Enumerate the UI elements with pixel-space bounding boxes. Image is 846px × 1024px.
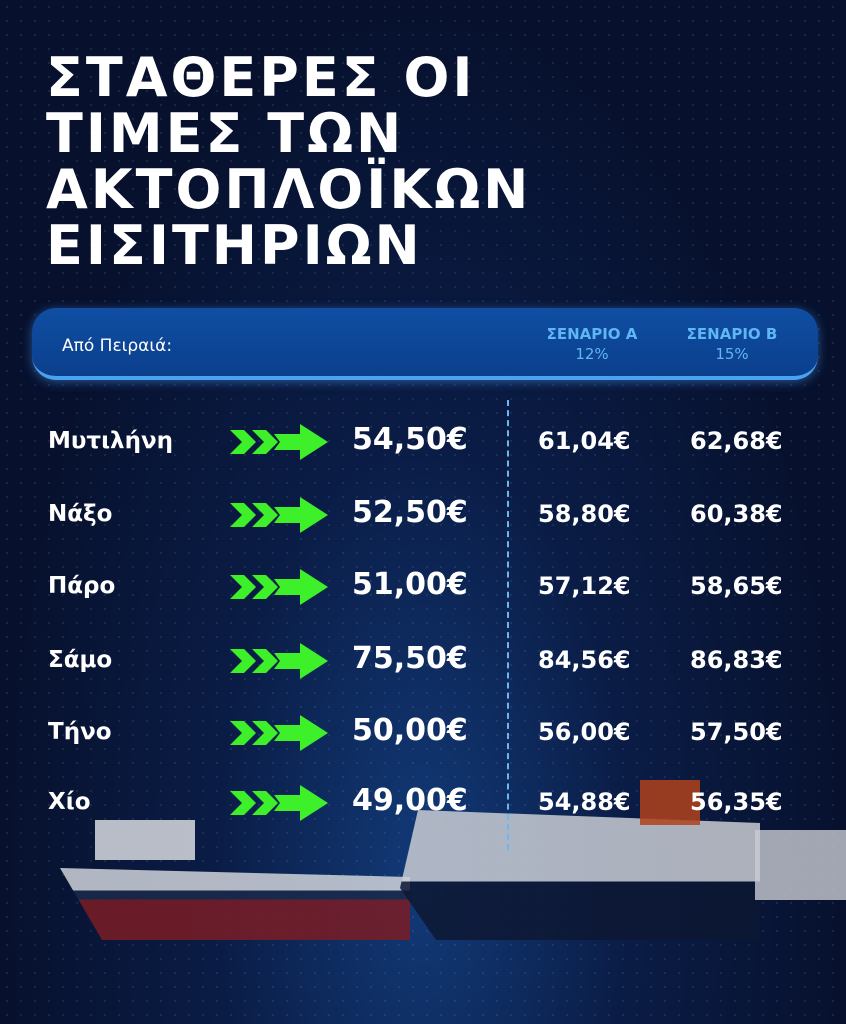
scenario-b-percent: 15%: [715, 345, 749, 363]
ferry-ships-image: [0, 780, 846, 990]
title-line: ΑΚΤΟΠΛΟΪΚΩΝ: [46, 158, 532, 221]
table-row: Πάρο 51,00€ 57,12€ 58,65€: [0, 567, 846, 607]
scenario-b-price: 57,50€: [690, 718, 783, 746]
table-row: Νάξο 52,50€ 58,80€ 60,38€: [0, 495, 846, 535]
double-chevron-arrow-icon: [230, 715, 328, 751]
scenario-b-price: 56,35€: [690, 788, 783, 816]
scenario-b-price: 58,65€: [690, 572, 783, 600]
current-price: 75,50€: [352, 641, 468, 676]
scenario-a-percent: 12%: [575, 345, 609, 363]
current-price: 49,00€: [352, 783, 468, 818]
scenario-a-label: ΣΕΝΑΡΙΟ Α: [546, 325, 638, 343]
double-chevron-arrow-icon: [230, 569, 328, 605]
destination: Πάρο: [48, 573, 116, 599]
table-row: Χίο 49,00€ 54,88€ 56,35€: [0, 783, 846, 823]
from-label: Από Πειραιά:: [62, 336, 173, 356]
table-row: Σάμο 75,50€ 84,56€ 86,83€: [0, 641, 846, 681]
title-line: ΕΙΣΙΤΗΡΙΩΝ: [46, 214, 423, 277]
current-price: 51,00€: [352, 567, 468, 602]
destination: Σάμο: [48, 647, 113, 673]
scenario-b-header: ΣΕΝΑΡΙΟ Β 15%: [677, 324, 787, 364]
scenario-a-price: 56,00€: [538, 718, 631, 746]
destination: Τήνο: [48, 719, 112, 745]
table-row: Μυτιλήνη 54,50€ 61,04€ 62,68€: [0, 422, 846, 462]
scenario-b-price: 60,38€: [690, 500, 783, 528]
double-chevron-arrow-icon: [230, 424, 328, 460]
current-price: 50,00€: [352, 713, 468, 748]
scenario-b-price: 86,83€: [690, 646, 783, 674]
double-chevron-arrow-icon: [230, 497, 328, 533]
page-title: ΣΤΑΘΕΡΕΣ ΟΙ ΤΙΜΕΣ ΤΩΝ ΑΚΤΟΠΛΟΪΚΩΝ ΕΙΣΙΤΗ…: [46, 50, 531, 274]
destination: Νάξο: [48, 501, 113, 527]
current-price: 52,50€: [352, 495, 468, 530]
double-chevron-arrow-icon: [230, 785, 328, 821]
table-row: Τήνο 50,00€ 56,00€ 57,50€: [0, 713, 846, 753]
destination: Χίο: [48, 789, 91, 815]
column-divider: [507, 400, 509, 850]
scenario-b-label: ΣΕΝΑΡΙΟ Β: [686, 325, 778, 343]
scenario-a-price: 84,56€: [538, 646, 631, 674]
scenario-a-price: 54,88€: [538, 788, 631, 816]
scenario-b-price: 62,68€: [690, 427, 783, 455]
title-line: ΣΤΑΘΕΡΕΣ ΟΙ: [46, 46, 476, 109]
title-line: ΤΙΜΕΣ ΤΩΝ: [46, 102, 405, 165]
scenario-a-price: 61,04€: [538, 427, 631, 455]
scenario-a-header: ΣΕΝΑΡΙΟ Α 12%: [537, 324, 647, 364]
current-price: 54,50€: [352, 422, 468, 457]
scenario-a-price: 57,12€: [538, 572, 631, 600]
scenario-a-price: 58,80€: [538, 500, 631, 528]
double-chevron-arrow-icon: [230, 643, 328, 679]
destination: Μυτιλήνη: [48, 428, 174, 454]
table-header: Από Πειραιά: ΣΕΝΑΡΙΟ Α 12% ΣΕΝΑΡΙΟ Β 15%: [32, 308, 818, 380]
